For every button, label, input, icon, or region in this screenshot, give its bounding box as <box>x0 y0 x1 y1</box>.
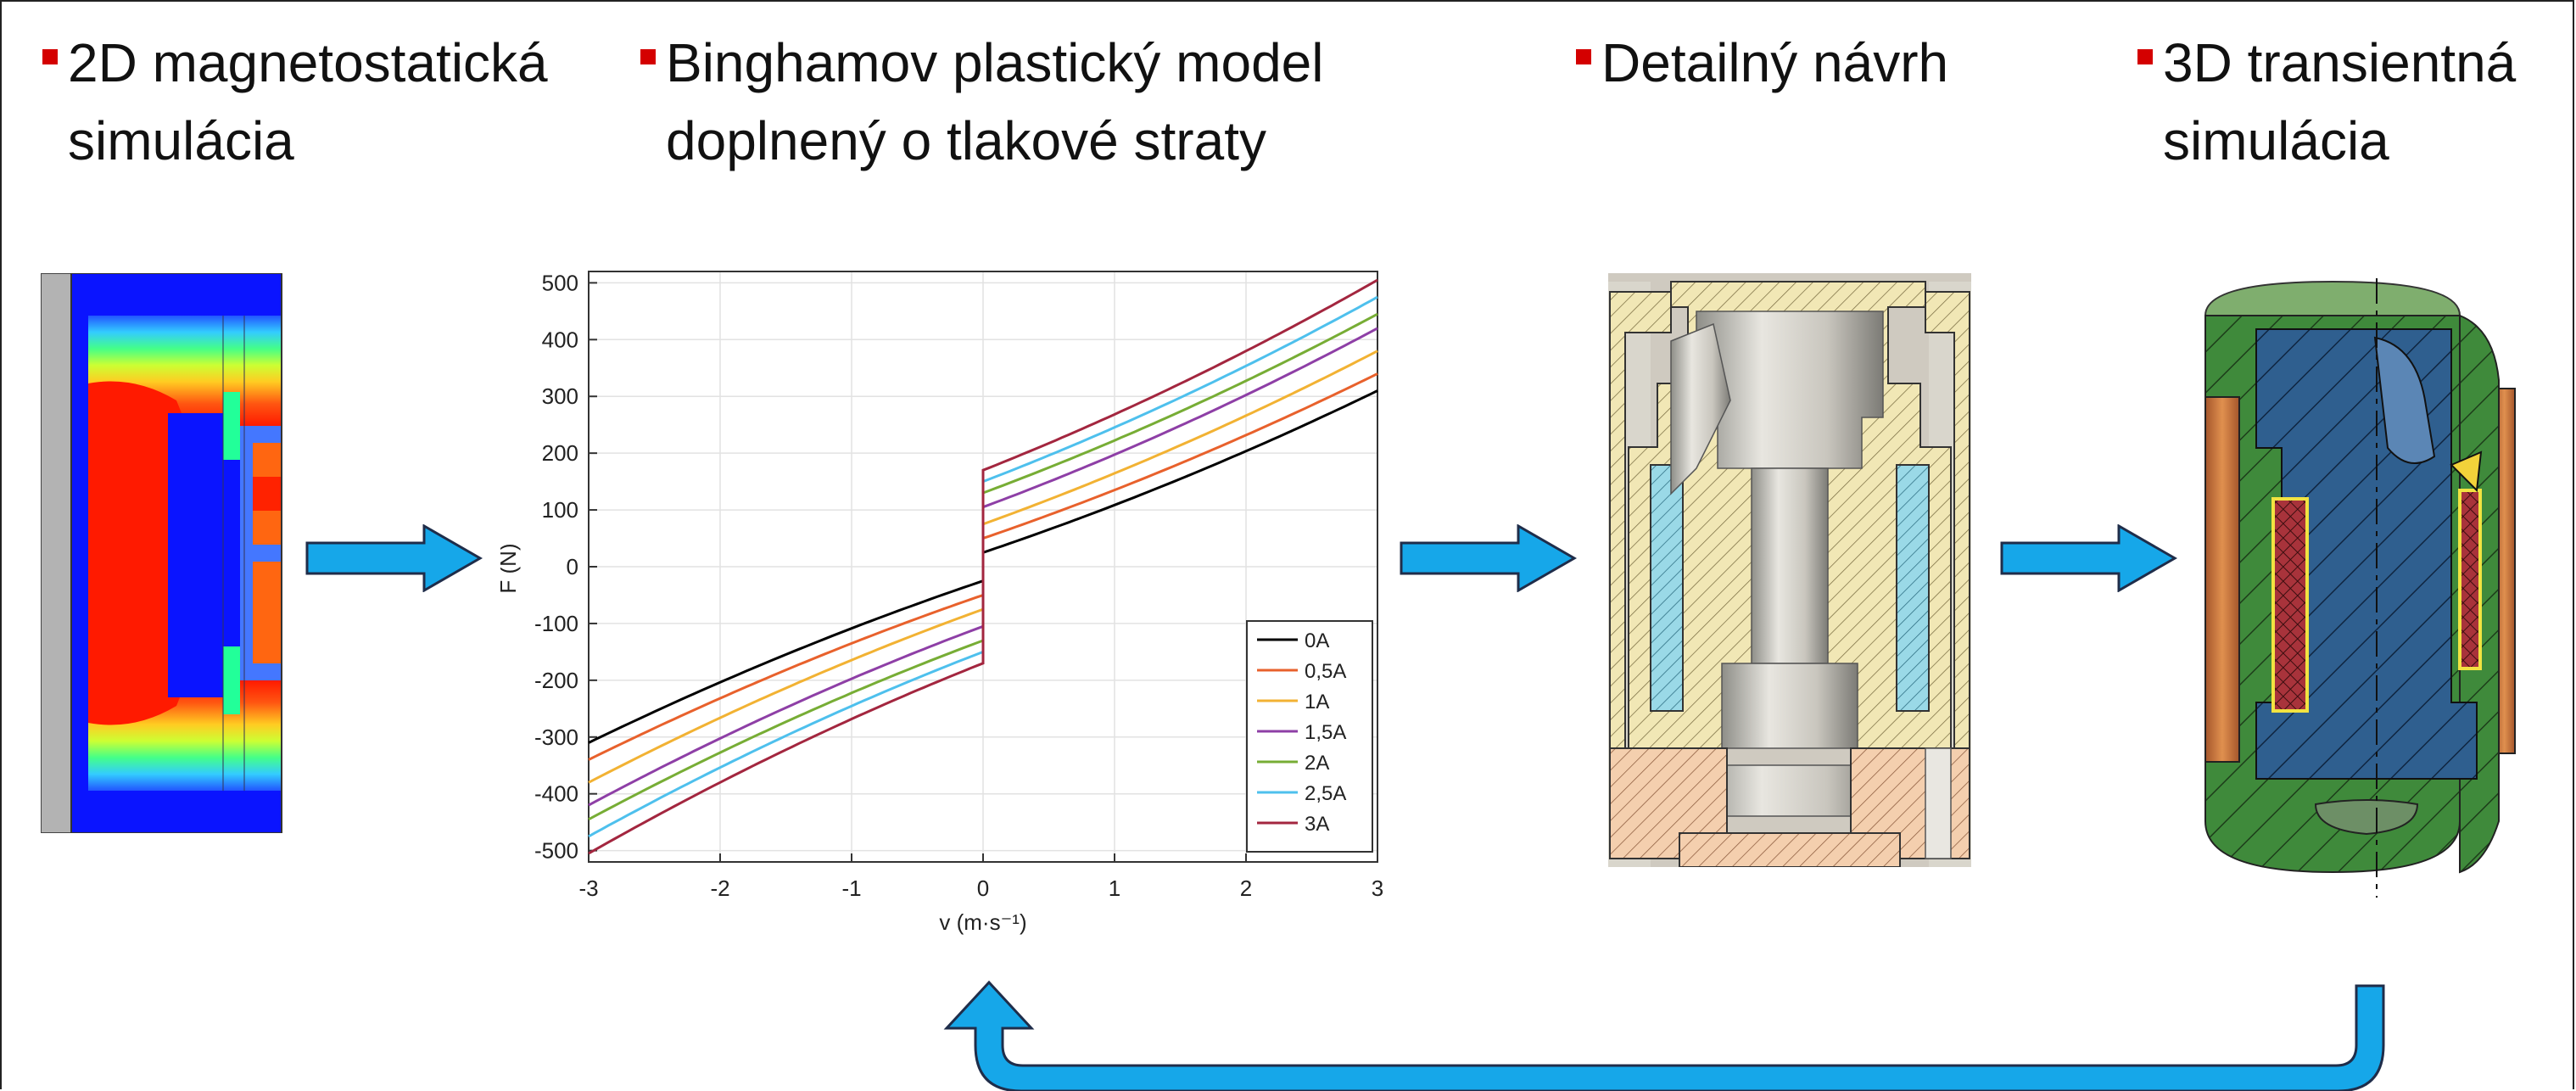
y-tick-label: -100 <box>534 611 578 636</box>
legend-label: 2,5A <box>1305 782 1346 805</box>
x-tick-label: 2 <box>1240 876 1252 901</box>
right-arrow-1 <box>305 524 483 592</box>
heading-step-2-line1: Binghamov plastický model <box>666 32 1324 93</box>
transient-simulation-3d-drawing <box>2204 278 2516 898</box>
y-axis-label: F (N) <box>500 543 521 593</box>
bullet-step-1 <box>42 49 58 64</box>
heading-step-4-line2: simulácia <box>2163 110 2389 171</box>
heading-step-2-line2: doplnený o tlakové straty <box>666 110 1266 171</box>
x-axis-label: v (m·s⁻¹) <box>939 909 1026 935</box>
heading-step-2: Binghamov plastický model doplnený o tla… <box>666 24 1323 180</box>
y-tick-label: -300 <box>534 725 578 750</box>
x-tick-label: -3 <box>578 876 598 901</box>
bullet-step-4 <box>2137 49 2153 64</box>
plot-area-border <box>588 271 1378 863</box>
heading-step-3-line1: Detailný návrh <box>1601 32 1949 93</box>
x-tick-label: 1 <box>1109 876 1120 901</box>
legend-label: 1A <box>1305 691 1329 713</box>
right-arrow-3 <box>2000 524 2178 592</box>
heading-step-1-line1: 2D magnetostatická <box>68 32 548 93</box>
y-tick-label: 500 <box>542 270 578 295</box>
legend-label: 2A <box>1305 752 1329 775</box>
y-tick-label: 200 <box>542 440 578 466</box>
bullet-step-3 <box>1576 49 1591 64</box>
chart-series <box>588 278 1378 855</box>
heading-step-1-line2: simulácia <box>68 110 294 171</box>
legend-label: 3A <box>1305 813 1329 836</box>
legend-box <box>1246 620 1373 853</box>
y-tick-label: -500 <box>534 838 578 864</box>
right-arrow-2 <box>1400 524 1578 592</box>
y-tick-label: 0 <box>567 554 578 579</box>
y-tick-label: -400 <box>534 781 578 807</box>
y-tick-label: 300 <box>542 383 578 409</box>
heading-step-4-line1: 3D transientná <box>2163 32 2517 93</box>
feedback-arrow <box>943 980 2385 1091</box>
chart-legend: 0A 0,5A 1A 1,5A 2A 2,5A 3A <box>1246 620 1373 853</box>
legend-label: 0,5A <box>1305 660 1346 683</box>
x-tick-label: -2 <box>710 876 729 901</box>
series-line-3A <box>588 278 1378 855</box>
y-tick-label: 400 <box>542 327 578 352</box>
x-tick-label: -1 <box>841 876 861 901</box>
x-tick-label: 0 <box>977 876 989 901</box>
heading-step-3: Detailný návrh <box>1601 24 1948 102</box>
bullet-step-2 <box>640 49 656 64</box>
y-tick-label: -200 <box>534 668 578 693</box>
x-tick-label: 3 <box>1372 876 1383 901</box>
legend-label: 1,5A <box>1305 721 1346 744</box>
y-tick-labels: 500 400 300 200 100 0 -100 -200 -300 -400 -500 <box>534 270 578 863</box>
heading-step-1: 2D magnetostatická simulácia <box>68 24 548 180</box>
y-tick-label: 100 <box>542 497 578 523</box>
heading-step-4: 3D transientná simulácia <box>2163 24 2516 180</box>
detailed-design-drawing <box>1608 273 1971 867</box>
x-tick-labels: -3 -2 -1 0 1 2 3 <box>578 876 1383 901</box>
legend-label: 0A <box>1305 629 1329 652</box>
magnetostatic-simulation-image <box>41 273 282 833</box>
